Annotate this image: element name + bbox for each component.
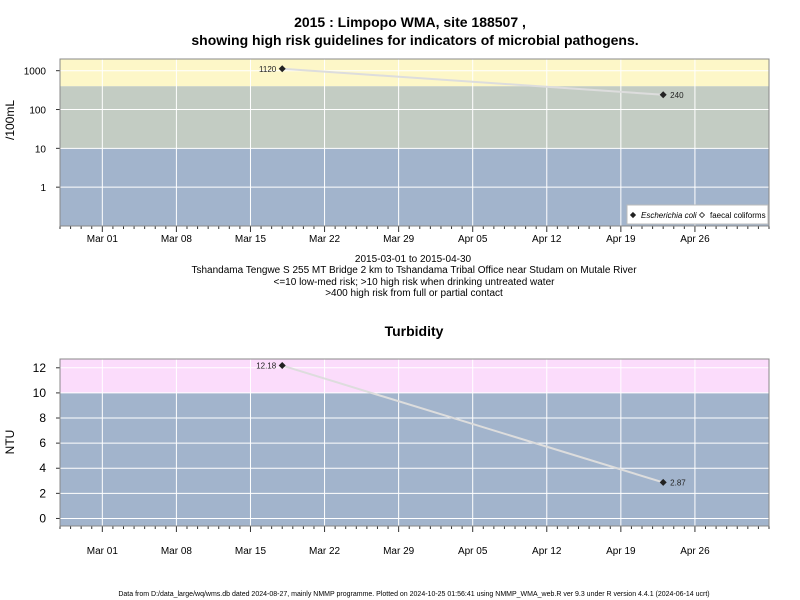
y-tick-label: 10 xyxy=(35,144,47,155)
turbidity-panel: 0 2 4 6 8 10 12 Mar 01 Mar 08 Mar 15 Mar 22 Mar 29 A… xyxy=(3,358,770,557)
turbidity-title: Turbidity xyxy=(385,323,444,339)
data-label: 2.87 xyxy=(670,478,686,487)
x-tick-label: Mar 01 xyxy=(87,546,119,557)
data-label: 240 xyxy=(670,91,684,100)
y-tick-label: 10 xyxy=(33,386,47,400)
risk-band-1 xyxy=(60,86,769,149)
data-point xyxy=(278,65,286,73)
x-tick-label: Apr 19 xyxy=(606,234,636,245)
chart-title-line2: showing high risk guidelines for indicat… xyxy=(191,32,638,48)
x-tick-label: Mar 15 xyxy=(235,546,267,557)
x-tick-label: Apr 12 xyxy=(532,234,562,245)
x-tick-label: Mar 01 xyxy=(87,234,119,245)
data-label: 1120 xyxy=(259,65,277,74)
subtitle-line-2: Tshandama Tengwe S 255 MT Bridge 2 km to… xyxy=(191,265,637,276)
x-tick-label: Mar 29 xyxy=(383,546,415,557)
x-tick-label: Apr 05 xyxy=(458,546,488,557)
x-tick-label: Apr 19 xyxy=(606,546,636,557)
y-tick-label: 6 xyxy=(39,436,46,450)
x-tick-label: Mar 08 xyxy=(161,546,193,557)
x-tick-label: Apr 12 xyxy=(532,546,562,557)
x-tick-label: Mar 08 xyxy=(161,234,193,245)
series-line xyxy=(282,67,664,96)
legend-box xyxy=(626,204,769,225)
y-tick-label: 4 xyxy=(39,461,46,475)
x-tick-label: Mar 29 xyxy=(383,234,415,245)
x-tick-label: Mar 22 xyxy=(309,234,341,245)
legend-marker-filled-diamond xyxy=(629,211,637,219)
y-tick-label: 8 xyxy=(39,411,46,425)
legend-label: Escherichia coli xyxy=(641,211,697,220)
plot-frame xyxy=(59,358,770,527)
x-tick-label: Apr 26 xyxy=(680,546,710,557)
footer-note: Data from D:/data_large/wq/wms.db dated … xyxy=(118,591,709,598)
microbial-panel: 1 10 100 1000 Mar 01 Mar 08 Mar 15 Mar 22 Mar 29… xyxy=(3,58,770,245)
data-point xyxy=(659,91,667,99)
chart-title-line1: 2015 : Limpopo WMA, site 188507 , xyxy=(294,14,526,30)
y-tick-label: 100 xyxy=(29,106,46,117)
x-tick-label: Apr 05 xyxy=(458,234,488,245)
series-line xyxy=(281,364,664,484)
risk-band-0 xyxy=(60,392,769,526)
legend-marker-open-diamond xyxy=(698,211,706,219)
data-point xyxy=(659,478,667,486)
y-tick-label: 1 xyxy=(40,183,46,194)
data-point xyxy=(278,362,286,370)
x-tick-label: Mar 15 xyxy=(235,234,267,245)
subtitle-line-4: >400 high risk from full or partial cont… xyxy=(325,288,503,299)
subtitle-line-1: 2015-03-01 to 2015-04-30 xyxy=(355,254,472,265)
x-tick-label: Mar 22 xyxy=(309,546,341,557)
legend-label: faecal coliforms xyxy=(710,211,766,220)
risk-band-1 xyxy=(60,359,769,393)
y-axis-label: /100mL xyxy=(3,100,17,140)
y-tick-label: 1000 xyxy=(24,67,47,78)
plot-frame xyxy=(59,58,770,227)
y-tick-label: 0 xyxy=(39,511,46,525)
y-axis-label: NTU xyxy=(3,430,17,455)
subtitle-line-3: <=10 low-med risk; >10 high risk when dr… xyxy=(274,277,556,288)
risk-band-2 xyxy=(60,59,769,87)
y-tick-label: 2 xyxy=(39,486,46,500)
x-tick-label: Apr 26 xyxy=(680,234,710,245)
y-tick-label: 12 xyxy=(33,361,47,375)
data-label: 12.18 xyxy=(256,362,277,371)
